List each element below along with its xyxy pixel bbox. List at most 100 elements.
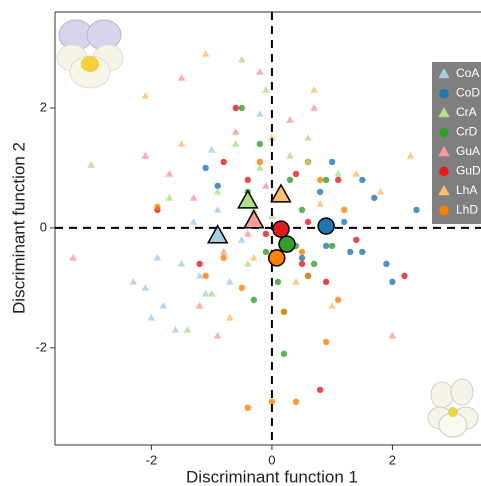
point bbox=[87, 160, 95, 168]
point bbox=[292, 277, 300, 285]
point bbox=[220, 254, 227, 262]
point bbox=[232, 104, 239, 112]
point bbox=[256, 163, 264, 171]
point bbox=[177, 259, 186, 267]
legend-key bbox=[439, 166, 449, 177]
point bbox=[250, 253, 258, 261]
point bbox=[262, 181, 270, 189]
point bbox=[171, 325, 180, 333]
point bbox=[262, 248, 270, 256]
point bbox=[129, 277, 138, 285]
point bbox=[141, 283, 150, 291]
point bbox=[201, 289, 210, 297]
point bbox=[159, 301, 168, 309]
point bbox=[214, 182, 221, 190]
point bbox=[231, 139, 240, 147]
point bbox=[202, 272, 209, 280]
point bbox=[213, 205, 222, 213]
point bbox=[328, 242, 336, 250]
point bbox=[231, 127, 240, 135]
legend-key bbox=[438, 68, 450, 79]
point bbox=[280, 350, 288, 358]
point bbox=[359, 248, 366, 256]
legend-label: GuD bbox=[456, 164, 481, 178]
point bbox=[165, 193, 174, 201]
centroid bbox=[243, 209, 265, 229]
legend-label: CrD bbox=[456, 125, 478, 139]
point bbox=[304, 133, 312, 141]
point bbox=[213, 187, 222, 195]
point bbox=[334, 169, 342, 177]
point bbox=[352, 169, 361, 177]
point bbox=[322, 338, 330, 346]
x-tick-label: 0 bbox=[268, 452, 275, 467]
point bbox=[238, 104, 245, 112]
legend-label: CrA bbox=[456, 105, 477, 119]
point bbox=[406, 151, 415, 159]
point bbox=[237, 235, 246, 243]
point bbox=[316, 199, 324, 207]
point bbox=[304, 157, 312, 165]
point bbox=[153, 253, 162, 261]
legend-key bbox=[438, 107, 450, 118]
point bbox=[225, 313, 234, 321]
legend-key bbox=[439, 127, 449, 138]
legend-label: CoD bbox=[456, 86, 480, 100]
point bbox=[268, 398, 276, 406]
point bbox=[256, 140, 264, 148]
point bbox=[334, 176, 342, 184]
y-tick-label: 2 bbox=[40, 99, 47, 114]
y-axis-title: Discriminant function 2 bbox=[9, 142, 28, 314]
point bbox=[316, 386, 324, 394]
point bbox=[316, 188, 324, 196]
centroid bbox=[206, 224, 229, 244]
point bbox=[328, 158, 336, 166]
y-tick-label: -2 bbox=[35, 339, 47, 354]
centroid bbox=[317, 217, 335, 235]
point bbox=[268, 133, 276, 141]
point bbox=[286, 151, 294, 159]
point bbox=[322, 278, 330, 286]
point bbox=[298, 260, 306, 268]
point bbox=[304, 218, 312, 226]
point bbox=[250, 296, 258, 304]
point bbox=[195, 301, 204, 309]
point bbox=[69, 253, 77, 261]
legend-label: GuA bbox=[456, 144, 480, 158]
point bbox=[147, 313, 156, 321]
flower-top-left bbox=[56, 19, 124, 89]
point bbox=[195, 271, 204, 279]
point bbox=[316, 176, 324, 184]
legend-label: LhD bbox=[456, 203, 478, 217]
point bbox=[359, 176, 366, 184]
point bbox=[262, 85, 270, 93]
x-tick-label: -2 bbox=[146, 452, 158, 467]
legend-key bbox=[438, 185, 450, 196]
point bbox=[220, 158, 227, 166]
point bbox=[334, 296, 342, 304]
point bbox=[219, 247, 228, 255]
flower-bottom-right bbox=[427, 378, 479, 438]
point bbox=[388, 331, 397, 339]
point bbox=[292, 398, 300, 406]
x-axis-title: Discriminant function 1 bbox=[186, 467, 358, 486]
point bbox=[225, 277, 234, 285]
centroid bbox=[272, 220, 290, 238]
point bbox=[383, 260, 390, 268]
point bbox=[322, 176, 330, 184]
point bbox=[207, 145, 216, 153]
point bbox=[201, 49, 210, 57]
point bbox=[304, 272, 312, 280]
point bbox=[262, 230, 270, 238]
point bbox=[207, 289, 216, 297]
point bbox=[310, 103, 318, 111]
point bbox=[389, 278, 396, 286]
point bbox=[141, 151, 150, 159]
centroid bbox=[270, 183, 292, 203]
x-tick-label: 2 bbox=[389, 452, 396, 467]
legend-label: LhA bbox=[456, 183, 477, 197]
point bbox=[328, 301, 336, 309]
y-tick-label: 0 bbox=[40, 219, 47, 234]
point bbox=[189, 193, 198, 201]
